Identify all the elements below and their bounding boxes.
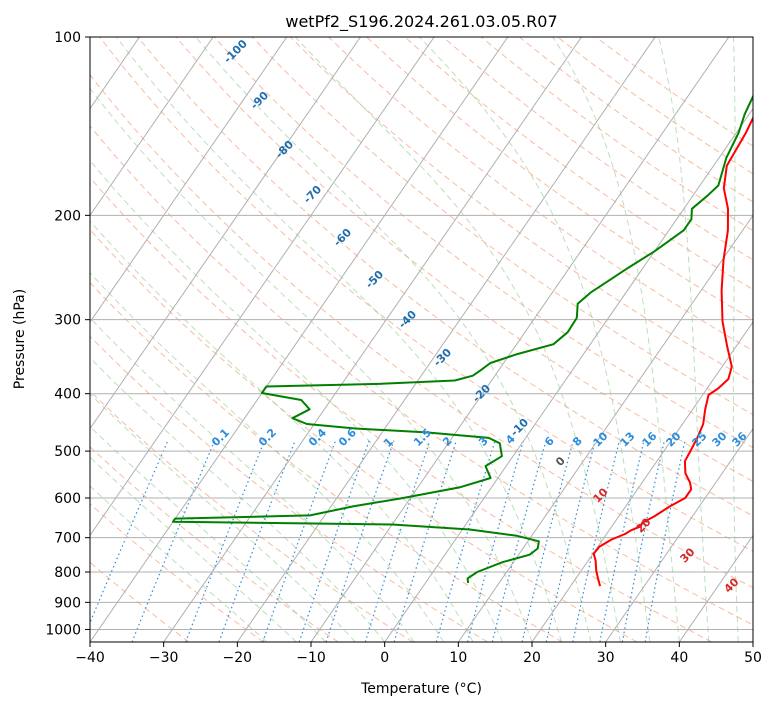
isotherm-line	[384, 107, 753, 642]
moist-adiabat-line	[552, 37, 680, 642]
moist-adiabat-line	[419, 37, 651, 642]
dry-adiabat-line	[90, 125, 753, 626]
moist-adiabat-line	[658, 37, 710, 642]
dry-adiabat-line	[90, 503, 264, 642]
isotherm-line	[752, 641, 753, 642]
mixing-ratio-line	[393, 440, 457, 642]
mixing-ratio-line	[572, 440, 620, 642]
isotherm-line	[236, 37, 656, 642]
moist-adiabat-line	[295, 37, 621, 642]
y-tick-label: 700	[54, 531, 81, 547]
y-tick-label: 400	[54, 387, 81, 403]
isotherm-line	[163, 37, 582, 642]
dry-adiabat-line	[137, 37, 753, 517]
mixing-ratio-line	[218, 440, 296, 642]
mixing-ratio-line	[364, 440, 431, 642]
dry-adiabat-line	[90, 176, 712, 642]
x-tick-label: −10	[296, 650, 326, 666]
chart-title: wetPf2_S196.2024.261.03.05.R07	[285, 12, 557, 32]
mixing-ratio-line	[131, 440, 216, 642]
moist-adiabat-line	[90, 485, 268, 642]
mixing-ratio-line	[298, 440, 370, 642]
mixing-ratio-line	[644, 440, 686, 642]
y-tick-label: 800	[54, 565, 81, 581]
dewpoint-profile-line	[172, 94, 753, 584]
y-tick-label: 200	[54, 208, 81, 224]
x-tick-label: −20	[223, 650, 253, 666]
x-tick-label: 50	[744, 650, 762, 666]
isotherm-line	[310, 37, 730, 642]
mixing-ratio-line	[262, 440, 337, 642]
x-tick-label: 30	[597, 650, 615, 666]
mixing-ratio-line	[621, 440, 665, 642]
dry-adiabat-line	[251, 37, 753, 416]
x-tick-label: 10	[449, 650, 467, 666]
y-axis: 100 200 300 400 500 600 700 800 900 1000	[45, 30, 90, 638]
dry-adiabat-line	[404, 37, 753, 291]
isotherm-line	[90, 37, 509, 642]
isotherm-line	[531, 321, 753, 642]
dry-adiabat-line	[90, 74, 753, 589]
y-tick-label: 600	[54, 491, 81, 507]
isotherm-line	[90, 37, 361, 430]
dry-adiabat-line	[366, 37, 753, 321]
mixing-ratio-line	[599, 440, 645, 642]
dry-adiabat-line	[213, 37, 753, 449]
moist-adiabat-line	[90, 272, 445, 642]
isotherm-line	[0, 37, 66, 642]
moist-adiabat-line	[90, 220, 474, 642]
temperature-profile-line	[592, 115, 753, 587]
background-lines	[0, 37, 753, 642]
isotherm-line	[90, 37, 435, 537]
y-axis-label: Pressure (hPa)	[12, 289, 28, 389]
isotherm-line	[457, 214, 753, 642]
x-tick-label: 0	[380, 650, 389, 666]
moist-adiabat-line	[732, 37, 739, 642]
dry-adiabat-line	[175, 37, 753, 482]
x-axis-label: Temperature (°C)	[360, 681, 482, 697]
x-tick-label: −40	[75, 650, 105, 666]
profile-lines	[172, 94, 753, 587]
moist-adiabat-line	[116, 37, 562, 642]
x-tick-label: −30	[149, 650, 179, 666]
isotherm-line	[90, 37, 288, 323]
x-tick-label: 40	[670, 650, 688, 666]
dry-adiabat-line	[90, 446, 339, 642]
dry-adiabat-line	[90, 229, 638, 642]
dry-adiabat-line	[90, 335, 488, 642]
dry-adiabat-line	[90, 281, 563, 642]
isotherm-line	[678, 534, 753, 642]
isotherm-line	[605, 427, 753, 642]
x-axis: −40 −30 −20 −10 0 10 20 30 40 50	[75, 642, 762, 666]
moist-adiabat-line	[90, 425, 327, 642]
y-tick-label: 300	[54, 313, 81, 329]
x-tick-label: 20	[523, 650, 541, 666]
y-tick-label: 900	[54, 595, 81, 611]
plot-frame	[89, 36, 754, 643]
mixing-ratio-line	[325, 440, 395, 642]
y-tick-label: 500	[54, 444, 81, 460]
isotherm-line	[90, 37, 214, 217]
y-tick-label: 100	[54, 30, 81, 46]
moist-adiabat-line	[90, 159, 503, 642]
moist-adiabat-line	[195, 37, 592, 642]
moist-adiabat-line	[90, 357, 386, 642]
y-tick-label: 1000	[45, 622, 81, 638]
moist-adiabat-line	[90, 456, 297, 642]
